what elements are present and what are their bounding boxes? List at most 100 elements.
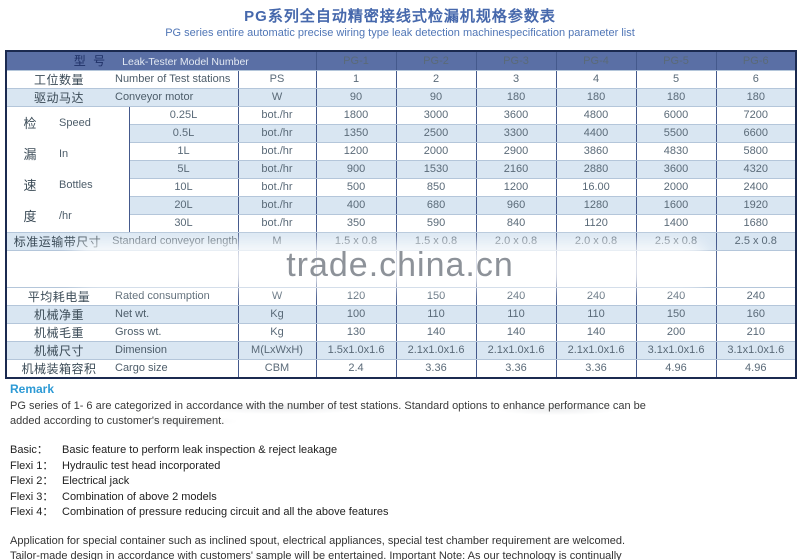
value-cell: 2000 <box>395 141 477 161</box>
value-cell: 3600 <box>475 105 557 125</box>
value-cell: 2.5 x 0.8 <box>635 231 717 251</box>
value-cell: 3 <box>475 69 557 89</box>
value-cell: 130 <box>315 322 397 342</box>
value-cell: 3.1x1.0x1.6 <box>635 340 717 360</box>
value-cell: 2160 <box>475 159 557 179</box>
header-model-label-en: Leak-Tester Model Number <box>122 56 249 69</box>
value-cell: 140 <box>395 322 477 342</box>
value-cell: 1.5 x 0.8 <box>315 231 397 251</box>
value-cell: 350 <box>315 213 397 233</box>
speed-label-cn: 检 漏 速 度 <box>7 107 53 231</box>
unit-cell: Kg <box>237 304 317 324</box>
row-speed-025l: 检 漏 速 度 Speed In Bottles /hr 0.25L bot./… <box>5 105 797 233</box>
label-en: Conveyor motor <box>115 91 194 103</box>
value-cell: 3.36 <box>395 358 477 378</box>
label-cell: 标准运输带尺寸 Standard conveyor length <box>5 231 239 251</box>
speed-cn-char: 度 <box>23 209 37 224</box>
speed-en-word: Speed <box>59 116 91 129</box>
empty-cell <box>237 249 317 288</box>
label-cell: 机械净重 Net wt. <box>5 304 239 324</box>
label-cn: 平均耗电量 <box>27 289 91 304</box>
remark-section: Remark PG series of 1- 6 are categorized… <box>10 382 792 560</box>
remark-options: Basic： Basic feature to perform leak insp… <box>10 443 792 521</box>
value-cell: 180 <box>715 87 797 107</box>
unit-cell: bot./hr <box>237 213 317 233</box>
value-cell: 2.5 x 0.8 <box>715 231 797 251</box>
empty-cell <box>315 249 397 288</box>
value-cell: 900 <box>315 159 397 179</box>
remark-para1-line2: added according to customer's requiremen… <box>10 415 225 427</box>
option-flexi4: Flexi 4： Combination of pressure reducing… <box>10 505 792 521</box>
label-cell: 机械尺寸 Dimension <box>5 340 239 360</box>
value-cell: 1920 <box>715 195 797 215</box>
value-cell: 1.5 x 0.8 <box>395 231 477 251</box>
value-cell: 4320 <box>715 159 797 179</box>
value-cell: 4.96 <box>635 358 717 378</box>
header-model-pg6: PG-6 <box>715 50 797 71</box>
value-cell: 6 <box>715 69 797 89</box>
value-cell: 200 <box>635 322 717 342</box>
value-cell: 1530 <box>395 159 477 179</box>
label-en: Gross wt. <box>115 326 162 338</box>
label-cn: 机械净重 <box>33 307 84 322</box>
unit-cell: bot./hr <box>237 105 317 125</box>
value-cell: 1680 <box>715 213 797 233</box>
value-cell: 3.1x1.0x1.6 <box>715 340 797 360</box>
label-en: Standard conveyor length <box>112 235 238 247</box>
option-label: Flexi 4： <box>10 506 54 518</box>
header-row: 型 号 Leak-Tester Model Number PG-1 PG-2 P… <box>5 50 797 71</box>
size-cell: 30L <box>128 213 239 233</box>
row-cargo-size: 机械装箱容积 Cargo size CBM 2.4 3.36 3.36 3.36… <box>5 358 797 378</box>
label-cn: 机械毛重 <box>33 325 84 340</box>
value-cell: 110 <box>555 304 637 324</box>
value-cell: 150 <box>635 304 717 324</box>
value-cell: 500 <box>315 177 397 197</box>
value-cell: 2880 <box>555 159 637 179</box>
unit-cell: M(LxWxH) <box>237 340 317 360</box>
value-cell: 6600 <box>715 123 797 143</box>
label-en: Rated consumption <box>115 290 210 302</box>
empty-cell <box>715 249 797 288</box>
size-cell: 1L <box>128 141 239 161</box>
row-test-stations: 工位数量 Number of Test stations PS 1 2 3 4 … <box>5 69 797 89</box>
value-cell: 3600 <box>635 159 717 179</box>
value-cell: 180 <box>475 87 557 107</box>
value-cell: 400 <box>315 195 397 215</box>
unit-cell: CBM <box>237 358 317 378</box>
value-cell: 2.1x1.0x1.6 <box>555 340 637 360</box>
page-title-en: PG series entire automatic precise wirin… <box>165 27 635 39</box>
size-cell: 20L <box>128 195 239 215</box>
speed-label-en: Speed In Bottles /hr <box>53 107 128 231</box>
empty-cell <box>395 249 477 288</box>
value-cell: 840 <box>475 213 557 233</box>
option-text: Combination of above 2 models <box>62 490 217 503</box>
value-cell: 110 <box>395 304 477 324</box>
unit-cell: bot./hr <box>237 177 317 197</box>
header-model-pg2: PG-2 <box>395 50 477 71</box>
label-cn: 标准运输带尺寸 <box>13 234 102 249</box>
label-cn: 机械装箱容积 <box>21 361 97 376</box>
value-cell: 240 <box>475 286 557 306</box>
option-flexi3: Flexi 3： Combination of above 2 models <box>10 490 792 506</box>
unit-cell: Kg <box>237 322 317 342</box>
unit-cell: bot./hr <box>237 159 317 179</box>
row-speed-05l: 0.5L bot./hr 1350 2500 3300 4400 5500 66… <box>6 123 797 143</box>
option-label: Basic： <box>10 444 48 456</box>
header-model-pg5: PG-5 <box>635 50 717 71</box>
row-speed-30l: 30L bot./hr 350 590 840 1120 1400 1680 <box>6 213 797 233</box>
value-cell: 140 <box>475 322 557 342</box>
unit-cell: M <box>237 231 317 251</box>
value-cell: 960 <box>475 195 557 215</box>
row-rated-consumption: 平均耗电量 Rated consumption W 120 150 240 24… <box>5 286 797 306</box>
remark-para2-line1: Application for special container such a… <box>10 534 626 547</box>
value-cell: 180 <box>555 87 637 107</box>
value-cell: 2500 <box>395 123 477 143</box>
size-cell: 0.25L <box>128 105 239 125</box>
value-cell: 90 <box>315 87 397 107</box>
value-cell: 4.96 <box>715 358 797 378</box>
value-cell: 7200 <box>715 105 797 125</box>
speed-en-word: /hr <box>59 209 72 222</box>
unit-cell: bot./hr <box>237 195 317 215</box>
value-cell: 2.0 x 0.8 <box>475 231 557 251</box>
